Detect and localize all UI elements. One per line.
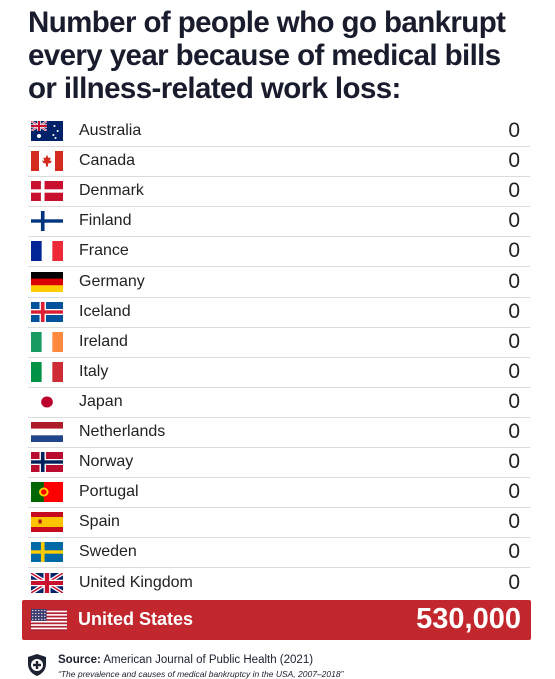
flag: [31, 241, 63, 262]
value: 0: [508, 269, 520, 293]
source-text: American Journal of Public Health (2021): [103, 654, 314, 666]
value: 0: [508, 450, 520, 474]
table-row: France 0: [28, 236, 530, 268]
value: 0: [508, 540, 520, 564]
title-line: every year because of medical bills: [28, 39, 501, 72]
value: 0: [508, 389, 520, 413]
value: 0: [508, 299, 520, 323]
value: 0: [508, 239, 520, 263]
country: Iceland: [79, 302, 131, 320]
flag: [31, 572, 63, 593]
table-row: Denmark 0: [28, 176, 530, 208]
table-row: Germany 0: [28, 267, 530, 298]
table-row: Norway 0: [28, 447, 530, 479]
flag: [31, 121, 63, 141]
country: Germany: [79, 272, 145, 290]
table-row: United Kingdom 0: [28, 568, 530, 598]
table-row: Japan 0: [28, 387, 530, 418]
flag: [31, 331, 63, 352]
country: Italy: [79, 362, 109, 380]
flag: [31, 271, 63, 292]
country: United Kingdom: [79, 573, 193, 591]
flag: [31, 422, 63, 442]
flag: [31, 482, 63, 503]
value: 0: [508, 329, 520, 353]
flag: [31, 211, 63, 232]
country: Finland: [79, 212, 132, 230]
table-row: Sweden 0: [28, 537, 530, 569]
country: Spain: [79, 513, 120, 531]
table-row: Iceland 0: [28, 297, 530, 328]
title-line: or illness-related work loss:: [28, 72, 401, 105]
flag: [31, 391, 63, 412]
table-row: Finland 0: [28, 206, 530, 238]
value: 0: [508, 119, 520, 142]
table-row: Italy 0: [28, 357, 530, 388]
value: 0: [508, 570, 520, 594]
table-row: Australia 0: [28, 116, 530, 147]
country: Canada: [79, 152, 136, 170]
value: 0: [508, 510, 520, 534]
table-row: Netherlands 0: [28, 417, 530, 448]
country: Portugal: [79, 483, 139, 501]
country: Japan: [79, 392, 123, 410]
flag: [31, 452, 63, 473]
source-label: Source:: [58, 654, 101, 666]
table-row: Ireland 0: [28, 327, 530, 358]
title-line: Number of people who go bankrupt: [28, 6, 506, 39]
shield-icon: [28, 654, 46, 676]
flag: [31, 361, 63, 382]
flag: [31, 542, 63, 563]
table-row: Portugal 0: [28, 477, 530, 509]
flag: [31, 151, 63, 172]
table-row: Spain 0: [28, 507, 530, 539]
citation: “The prevalence and causes of medical ba…: [58, 669, 344, 679]
country: Australia: [79, 122, 142, 139]
table-row: Canada 0: [28, 146, 530, 178]
country: Denmark: [79, 182, 144, 200]
source-line: Source: American Journal of Public Healt…: [58, 654, 313, 666]
value: 0: [508, 149, 520, 173]
value: 530,000: [416, 603, 521, 635]
flag: [31, 609, 67, 631]
flag: [31, 512, 63, 533]
title: Number of people who go bankrupt every y…: [28, 6, 548, 105]
value: 0: [508, 179, 520, 203]
country: United States: [78, 609, 194, 629]
country: Ireland: [79, 332, 128, 350]
value: 0: [508, 420, 520, 443]
country: Netherlands: [79, 423, 166, 440]
source: Source: American Journal of Public Healt…: [26, 651, 546, 679]
highlight-row: United States 530,000: [22, 600, 531, 640]
country: Sweden: [79, 543, 137, 561]
flag: [31, 301, 63, 322]
value: 0: [508, 359, 520, 383]
value: 0: [508, 480, 520, 504]
country: France: [79, 242, 129, 260]
value: 0: [508, 209, 520, 233]
flag: [31, 181, 63, 202]
country: Norway: [79, 453, 134, 471]
